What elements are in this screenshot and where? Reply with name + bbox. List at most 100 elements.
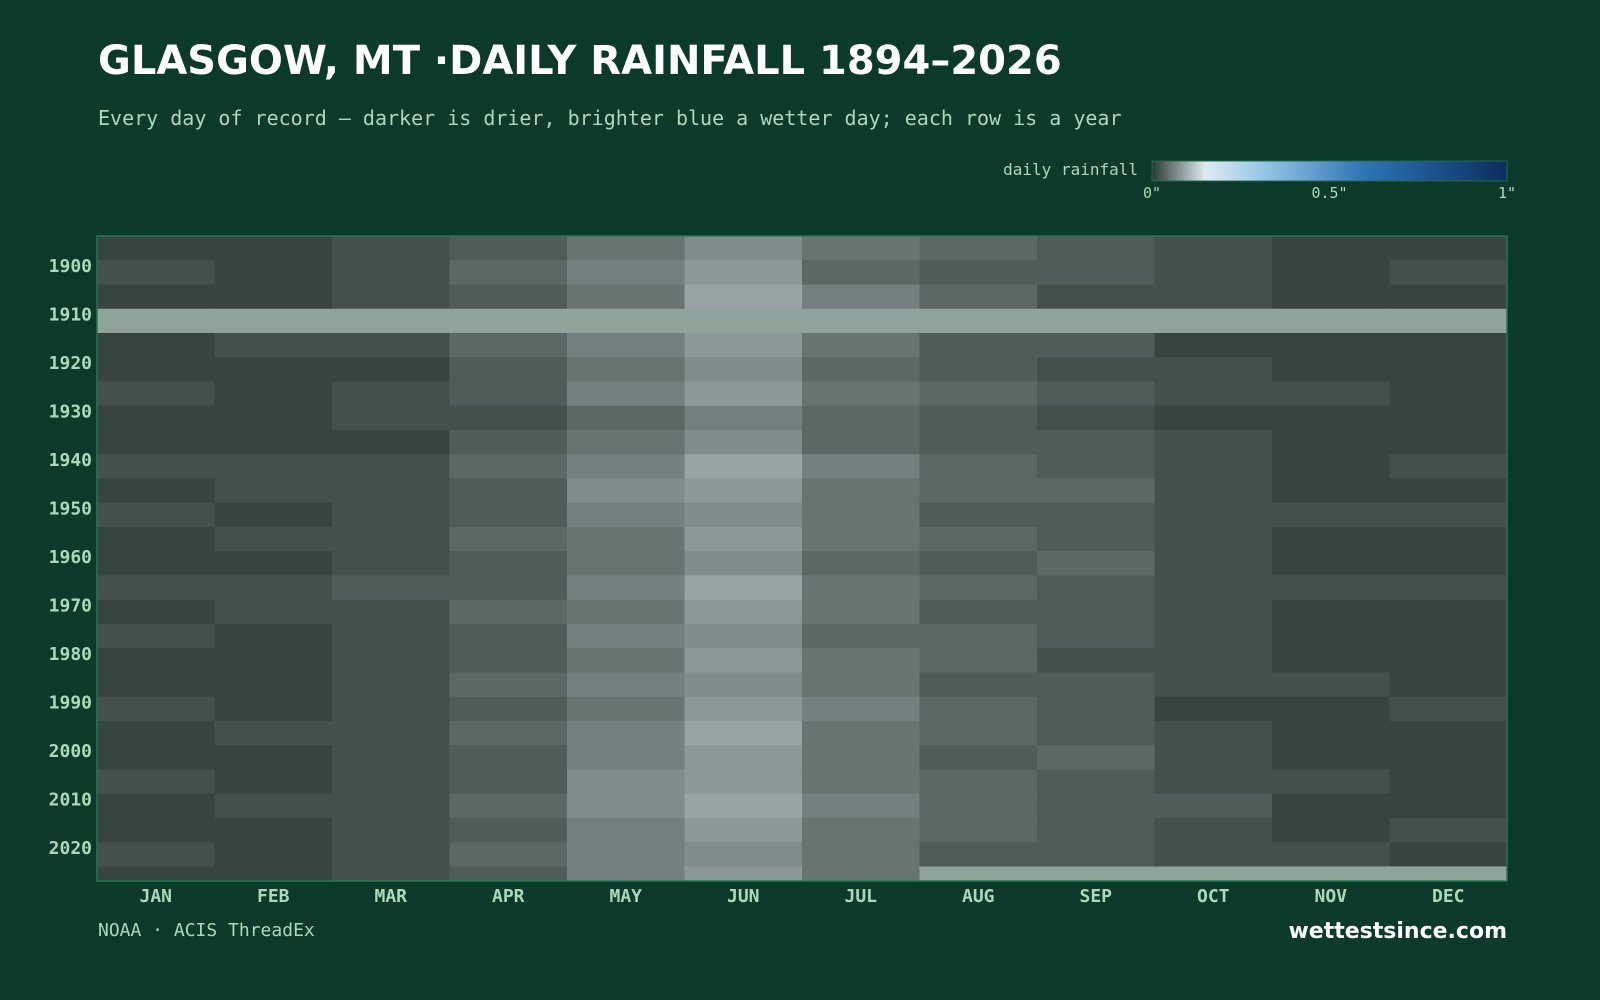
cell (1272, 478, 1390, 504)
cell (1389, 236, 1508, 261)
cell (1272, 454, 1390, 479)
cell (1389, 745, 1508, 770)
missing-cell (567, 308, 685, 334)
cell (332, 745, 450, 770)
cell (1037, 696, 1155, 722)
cell (1037, 599, 1155, 625)
cell (567, 793, 685, 819)
cell (214, 793, 333, 819)
cell (1272, 648, 1390, 673)
cell (1272, 526, 1390, 552)
cell (802, 236, 920, 261)
cell (1154, 623, 1273, 649)
cell (214, 405, 333, 431)
cell (1154, 696, 1273, 722)
cell (97, 502, 215, 528)
cell (684, 866, 803, 882)
cell (684, 720, 803, 746)
cell (919, 720, 1038, 746)
missing-cell (1037, 866, 1155, 882)
cell (1389, 526, 1508, 552)
cell (919, 454, 1038, 479)
cell (1389, 381, 1508, 407)
cell (567, 745, 685, 770)
cell (1037, 842, 1155, 867)
cell (919, 672, 1038, 698)
cell (214, 817, 333, 843)
cell (97, 720, 215, 746)
cell (1272, 672, 1390, 698)
cell (332, 284, 450, 310)
cell (332, 623, 450, 649)
cell (1037, 672, 1155, 698)
cell (332, 720, 450, 746)
y-tick-label: 1940 (49, 450, 92, 471)
cell (802, 575, 920, 601)
cell (1037, 284, 1155, 310)
cell (332, 502, 450, 528)
cell (802, 745, 920, 770)
y-tick-label: 1910 (49, 305, 92, 326)
cell (919, 745, 1038, 770)
missing-cell (684, 308, 803, 334)
colorbar-tick-label: 0" (1143, 184, 1161, 202)
cell (684, 599, 803, 625)
cell (449, 236, 568, 261)
cell (97, 793, 215, 819)
cell (214, 357, 333, 382)
missing-cell (1037, 308, 1155, 334)
cell (1272, 599, 1390, 625)
cell (214, 284, 333, 310)
cell (919, 599, 1038, 625)
cell (567, 284, 685, 310)
cell (919, 405, 1038, 431)
cell (802, 551, 920, 576)
cell (332, 696, 450, 722)
cell (214, 866, 333, 882)
y-tick-label: 1980 (49, 644, 92, 665)
cell (1154, 551, 1273, 576)
cell (449, 769, 568, 795)
cell (1272, 405, 1390, 431)
cell (684, 623, 803, 649)
missing-cell (97, 308, 215, 334)
cell (214, 648, 333, 673)
cell (1037, 357, 1155, 382)
missing-cell (1389, 308, 1508, 334)
cell (1037, 817, 1155, 843)
cell (97, 696, 215, 722)
missing-cell (1272, 308, 1390, 334)
cell (1389, 672, 1508, 698)
cell (97, 745, 215, 770)
cell (567, 720, 685, 746)
cell (1037, 623, 1155, 649)
cell (919, 236, 1038, 261)
cell (1389, 260, 1508, 285)
cell (919, 332, 1038, 358)
cell (1037, 260, 1155, 285)
cell (449, 502, 568, 528)
cell (1389, 357, 1508, 382)
cell (1037, 551, 1155, 576)
cell (1272, 332, 1390, 358)
cell (449, 526, 568, 552)
cell (567, 769, 685, 795)
cell (97, 332, 215, 358)
missing-cell (214, 308, 333, 334)
cell (919, 284, 1038, 310)
cell (1154, 478, 1273, 504)
cell (567, 502, 685, 528)
y-tick-label: 1970 (49, 596, 92, 617)
y-tick-label: 2020 (49, 838, 92, 859)
cell (1389, 454, 1508, 479)
cell (214, 551, 333, 576)
cell (449, 405, 568, 431)
cell (684, 381, 803, 407)
cell (1389, 623, 1508, 649)
cell (214, 623, 333, 649)
cell (802, 405, 920, 431)
cell (1154, 769, 1273, 795)
cell (332, 381, 450, 407)
cell (1272, 260, 1390, 285)
